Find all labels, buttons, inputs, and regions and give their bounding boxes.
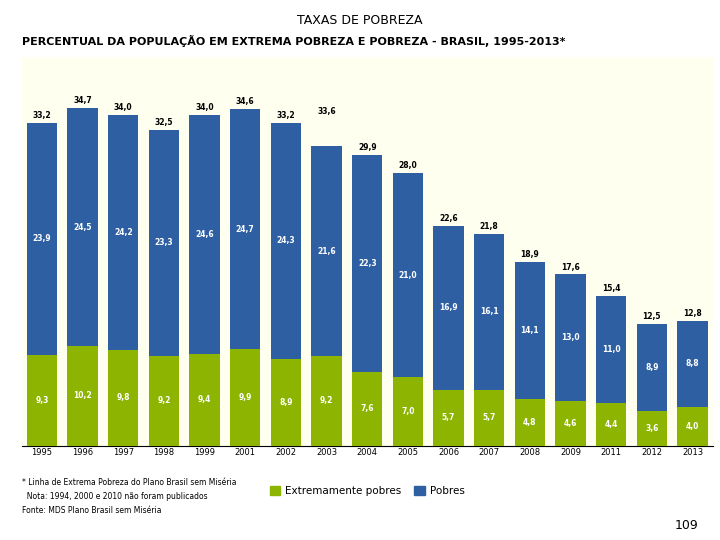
Text: 24,7: 24,7 (236, 225, 255, 234)
Text: 33,6: 33,6 (318, 107, 336, 116)
Text: 34,0: 34,0 (114, 103, 132, 112)
Text: 15,4: 15,4 (602, 284, 621, 293)
Text: 8,8: 8,8 (685, 359, 699, 368)
Bar (678, 407, 708, 446)
Text: 10,2: 10,2 (73, 392, 92, 401)
Bar (148, 356, 179, 446)
Bar (636, 324, 667, 410)
Text: 9,8: 9,8 (117, 393, 130, 402)
Bar (189, 354, 220, 446)
Text: 32,5: 32,5 (155, 118, 173, 127)
Text: 28,0: 28,0 (398, 161, 417, 171)
Bar (230, 349, 261, 445)
Text: 9,9: 9,9 (238, 393, 252, 402)
Bar (189, 115, 220, 354)
Bar (433, 226, 464, 390)
Text: 11,0: 11,0 (602, 345, 621, 354)
Bar (68, 346, 98, 445)
Bar (352, 372, 382, 446)
Bar (515, 399, 545, 446)
Text: 4,6: 4,6 (564, 418, 577, 428)
Bar (392, 173, 423, 377)
Text: 29,9: 29,9 (358, 143, 377, 152)
Legend: Extremamente pobres, Pobres: Extremamente pobres, Pobres (266, 482, 469, 501)
Bar (271, 359, 301, 446)
Bar (474, 234, 505, 390)
Text: 8,9: 8,9 (645, 363, 659, 372)
Text: 4,4: 4,4 (605, 420, 618, 429)
Text: 23,3: 23,3 (155, 238, 174, 247)
Text: 4,0: 4,0 (685, 422, 699, 430)
Text: TAXAS DE POBREZA: TAXAS DE POBREZA (297, 14, 423, 26)
Text: 24,6: 24,6 (195, 230, 214, 239)
Text: 5,7: 5,7 (482, 413, 496, 422)
Text: 4,8: 4,8 (523, 417, 536, 427)
Text: 13,0: 13,0 (561, 333, 580, 342)
Text: 9,3: 9,3 (35, 396, 49, 405)
Bar (474, 390, 505, 446)
Text: 22,3: 22,3 (358, 259, 377, 268)
Bar (311, 356, 342, 446)
Text: PERCENTUAL DA POPULAÇÃO EM EXTREMA POBREZA E POBREZA - BRASIL, 1995-2013*: PERCENTUAL DA POPULAÇÃO EM EXTREMA POBRE… (22, 35, 565, 47)
Text: * Linha de Extrema Pobreza do Plano Brasil sem Miséria: * Linha de Extrema Pobreza do Plano Bras… (22, 478, 236, 487)
Bar (392, 377, 423, 446)
Text: 21,6: 21,6 (318, 247, 336, 255)
Bar (596, 296, 626, 403)
Bar (352, 155, 382, 372)
Text: 8,9: 8,9 (279, 398, 292, 407)
Text: 34,0: 34,0 (195, 103, 214, 112)
Text: 9,2: 9,2 (157, 396, 171, 406)
Text: 12,8: 12,8 (683, 309, 702, 318)
Text: 21,8: 21,8 (480, 222, 498, 231)
Text: 14,1: 14,1 (521, 326, 539, 335)
Text: 9,2: 9,2 (320, 396, 333, 406)
Text: 16,9: 16,9 (439, 303, 458, 313)
Bar (678, 321, 708, 407)
Bar (515, 262, 545, 399)
Text: 12,5: 12,5 (642, 312, 661, 321)
Text: 18,9: 18,9 (521, 250, 539, 259)
Text: 34,7: 34,7 (73, 96, 92, 105)
Bar (108, 350, 138, 446)
Text: 23,9: 23,9 (32, 234, 51, 244)
Text: Nota: 1994, 2000 e 2010 não foram publicados: Nota: 1994, 2000 e 2010 não foram public… (22, 492, 207, 502)
Text: 21,0: 21,0 (399, 271, 417, 280)
Text: 16,1: 16,1 (480, 307, 498, 316)
Bar (555, 274, 586, 401)
Text: 7,0: 7,0 (401, 407, 415, 416)
Bar (68, 108, 98, 346)
Bar (230, 109, 261, 349)
Text: 9,4: 9,4 (198, 395, 211, 404)
Bar (27, 355, 57, 445)
Text: 24,5: 24,5 (73, 223, 92, 232)
Bar (271, 123, 301, 359)
Text: 33,2: 33,2 (32, 111, 51, 120)
Bar (148, 130, 179, 356)
Text: 22,6: 22,6 (439, 214, 458, 223)
Bar (555, 401, 586, 446)
Text: 33,2: 33,2 (276, 111, 295, 120)
Text: 24,2: 24,2 (114, 228, 132, 237)
Bar (108, 115, 138, 350)
Text: 109: 109 (675, 519, 698, 532)
Text: 5,7: 5,7 (442, 413, 455, 422)
Bar (311, 146, 342, 356)
Bar (433, 390, 464, 446)
Bar (27, 123, 57, 355)
Bar (596, 403, 626, 445)
Bar (636, 410, 667, 445)
Text: Fonte: MDS Plano Brasil sem Miséria: Fonte: MDS Plano Brasil sem Miséria (22, 506, 161, 515)
Text: 3,6: 3,6 (645, 423, 659, 433)
Text: 34,6: 34,6 (236, 97, 255, 106)
Text: 7,6: 7,6 (361, 404, 374, 413)
Text: 24,3: 24,3 (276, 237, 295, 245)
Text: 17,6: 17,6 (561, 262, 580, 272)
